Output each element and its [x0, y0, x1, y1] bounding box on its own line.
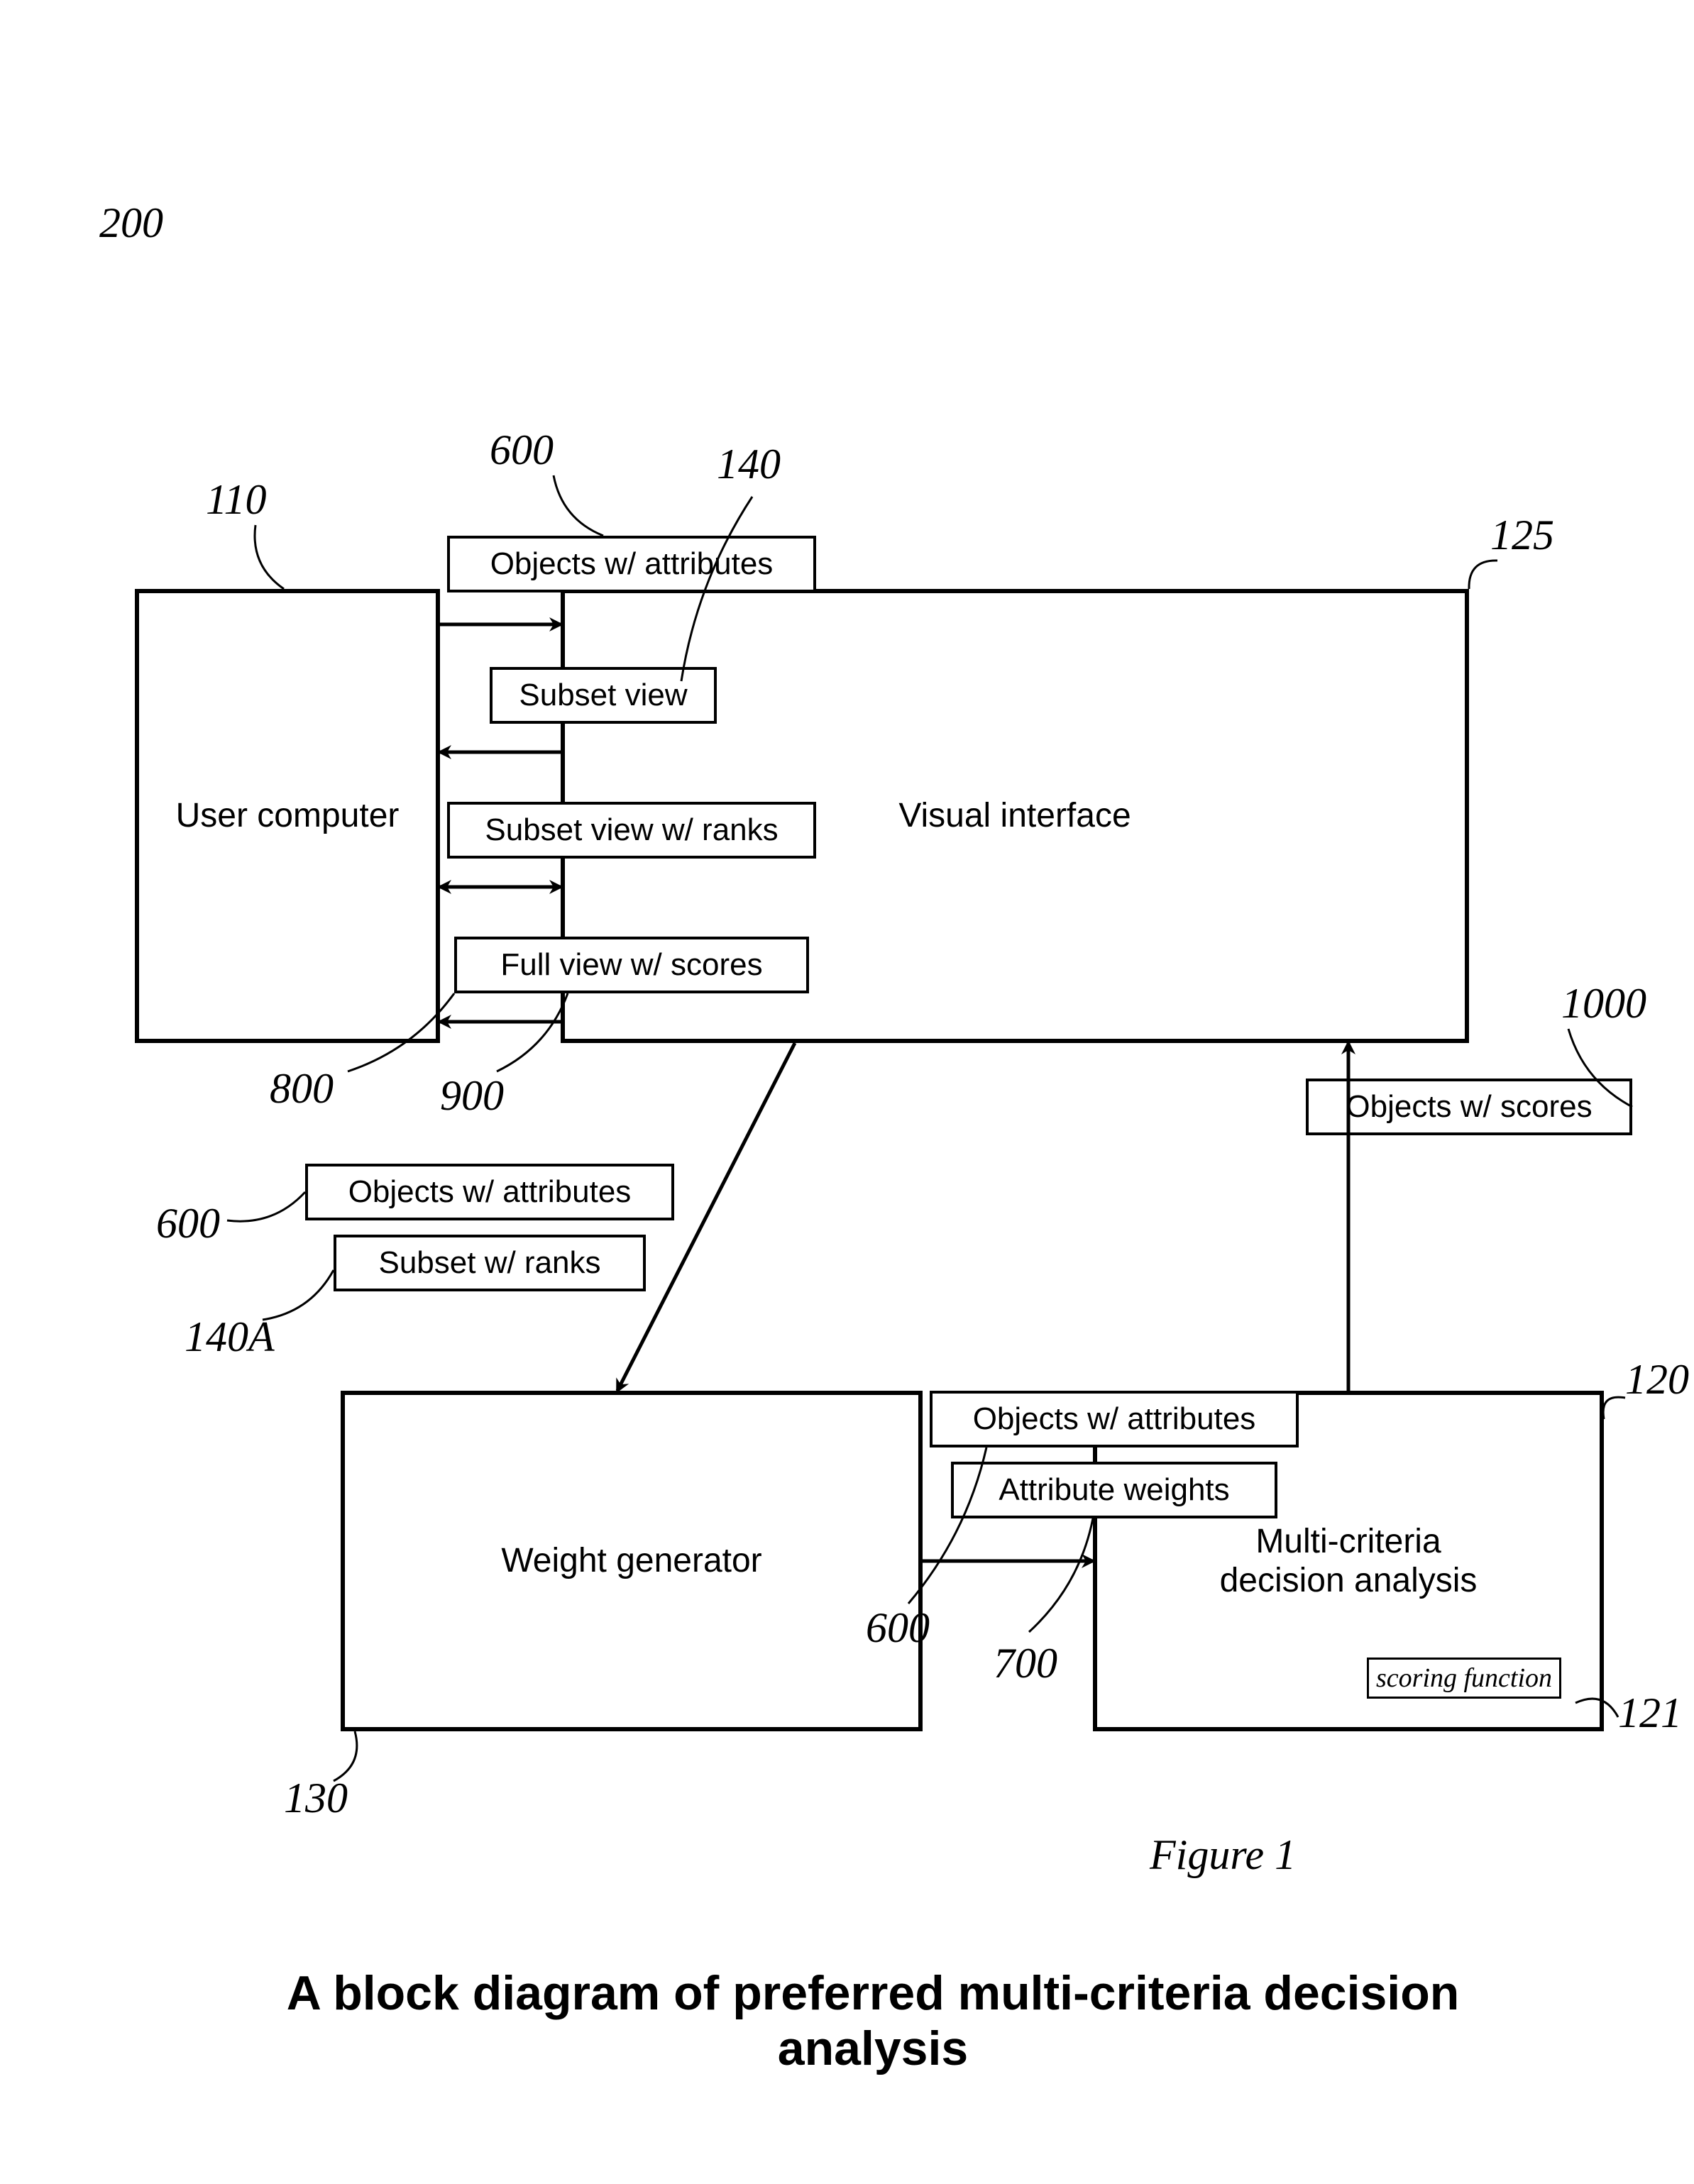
leader-l110	[255, 525, 284, 589]
label-text: Subset view w/ ranks	[485, 812, 778, 848]
hand-600-b: 600	[156, 1199, 220, 1248]
hand-110: 110	[206, 475, 267, 524]
hand-700: 700	[994, 1639, 1057, 1688]
label-full-view-scores: Full view w/ scores	[454, 937, 809, 993]
leader-l700	[1029, 1518, 1093, 1632]
diagram-caption: A block diagram of preferred multi-crite…	[270, 1965, 1476, 2076]
label-text: Full view w/ scores	[500, 947, 762, 983]
scoring-function-label: scoring function	[1376, 1663, 1552, 1693]
label-subset-view: Subset view	[490, 667, 717, 724]
label-text: Subset view	[519, 678, 687, 713]
leader-l600a	[554, 475, 603, 536]
label-text: Objects w/ attributes	[973, 1401, 1256, 1437]
label-objects-attributes-mid: Objects w/ attributes	[305, 1164, 674, 1220]
box-visual-interface-label: Visual interface	[898, 796, 1131, 835]
hand-figure: Figure 1	[1150, 1831, 1296, 1880]
box-weight-generator: Weight generator	[341, 1391, 923, 1731]
hand-200: 200	[99, 199, 163, 248]
hand-120: 120	[1625, 1355, 1689, 1404]
hand-600-a: 600	[490, 426, 554, 475]
box-weight-generator-label: Weight generator	[501, 1541, 761, 1580]
label-objects-attributes-bot: Objects w/ attributes	[930, 1391, 1299, 1447]
hand-140a: 140A	[185, 1313, 275, 1362]
hand-600-c: 600	[866, 1604, 930, 1653]
box-mcda-label-2: decision analysis	[1220, 1561, 1478, 1600]
box-scoring-function: scoring function	[1367, 1658, 1561, 1699]
hand-121: 121	[1618, 1689, 1682, 1738]
label-objects-attributes-top: Objects w/ attributes	[447, 536, 816, 592]
leader-l600b	[227, 1192, 305, 1221]
box-user-computer: User computer	[135, 589, 440, 1043]
hand-140: 140	[717, 440, 781, 489]
box-user-computer-label: User computer	[176, 796, 400, 835]
hand-900: 900	[440, 1071, 504, 1120]
label-subset-view-ranks: Subset view w/ ranks	[447, 802, 816, 859]
label-subset-ranks: Subset w/ ranks	[334, 1235, 646, 1291]
hand-130: 130	[284, 1774, 348, 1823]
diagram-canvas: User computer Visual interface Weight ge…	[0, 0, 1694, 2184]
label-text: Objects w/ scores	[1346, 1089, 1592, 1125]
hand-800: 800	[270, 1064, 334, 1113]
leader-l125	[1469, 561, 1497, 589]
leader-l900	[497, 993, 568, 1071]
label-attribute-weights: Attribute weights	[951, 1462, 1277, 1518]
label-text: Objects w/ attributes	[490, 546, 774, 582]
hand-1000: 1000	[1561, 979, 1646, 1028]
label-text: Subset w/ ranks	[378, 1245, 600, 1281]
leader-l120	[1603, 1397, 1625, 1419]
hand-125: 125	[1490, 511, 1554, 560]
label-text: Attribute weights	[999, 1472, 1229, 1508]
label-objects-scores: Objects w/ scores	[1306, 1079, 1632, 1135]
box-mcda-label-1: Multi-criteria	[1255, 1522, 1441, 1561]
label-text: Objects w/ attributes	[348, 1174, 632, 1210]
